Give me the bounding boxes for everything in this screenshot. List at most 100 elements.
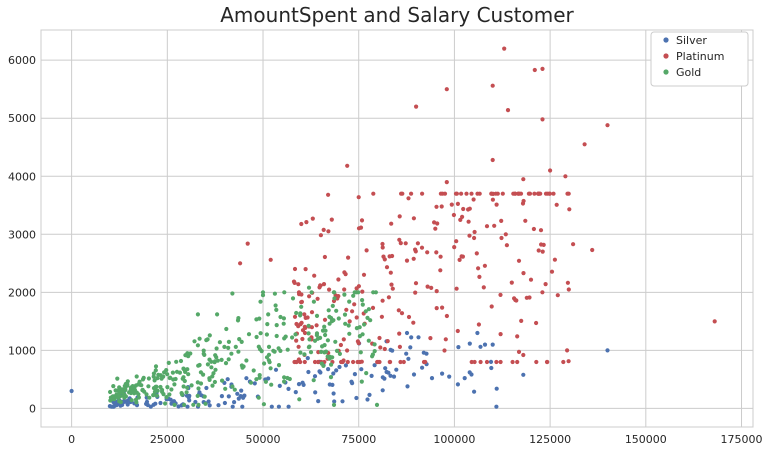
data-point [326,229,331,234]
data-point [169,387,174,392]
data-point [343,272,348,277]
data-point [325,338,330,343]
data-point [345,359,350,365]
data-point [286,386,291,391]
y-tick-label: 0 [29,402,36,415]
data-point [454,239,459,244]
data-point [321,227,326,232]
data-point [494,202,499,207]
data-point [309,310,315,315]
data-point [187,398,192,403]
data-point [254,334,259,340]
data-point [235,391,240,396]
data-point [380,245,385,250]
data-point [113,388,118,393]
data-point [264,355,270,360]
data-point [361,272,367,277]
legend-label: Gold [676,66,701,79]
data-point [329,315,334,321]
data-point [374,402,380,407]
data-point [371,191,376,196]
data-point [605,348,610,353]
data-point [310,216,315,221]
data-point [388,270,393,275]
data-point [367,392,372,397]
data-point [498,332,503,337]
data-point [370,305,376,310]
data-point [396,308,401,313]
data-point [320,328,326,333]
data-point [549,269,555,274]
data-point [306,323,311,328]
data-point [421,350,426,355]
data-point [478,359,483,365]
data-point [287,376,292,382]
data-point [317,285,322,290]
data-point [471,197,476,202]
data-point [490,342,495,347]
data-point [306,345,311,350]
data-point [364,371,369,376]
data-point [354,395,359,401]
data-point [514,298,519,303]
data-point [251,368,256,373]
legend-label: Silver [676,34,707,47]
data-point [181,366,186,371]
legend-box [650,31,749,87]
data-point [214,346,219,351]
data-point [210,383,215,388]
data-point [366,338,371,343]
data-point [455,328,460,334]
data-point [219,394,224,399]
data-point [237,337,242,342]
data-point [319,349,324,354]
data-point [566,359,571,364]
data-point [398,241,403,246]
data-point [156,372,161,377]
grid [41,30,753,427]
data-point [360,302,365,307]
data-point [476,322,481,327]
data-point [195,343,200,348]
data-point [311,378,316,383]
data-point [257,373,262,378]
data-point [260,293,266,298]
y-tick-label: 4000 [8,170,36,183]
data-point [278,314,283,320]
data-point [490,157,495,163]
data-point [359,367,364,372]
data-point [269,404,274,409]
data-point [547,191,553,196]
data-point [499,218,504,223]
data-point [351,359,356,365]
data-point [567,207,572,212]
data-point [389,221,394,226]
data-point [191,402,196,407]
data-point [481,285,486,290]
data-point [340,399,345,404]
data-point [276,404,281,409]
data-point [519,318,524,323]
data-point [173,376,178,382]
data-point [359,218,365,223]
data-point [277,383,282,388]
data-point [212,379,217,385]
data-point [338,342,343,348]
data-point [531,226,537,232]
data-point [140,388,145,393]
data-point [330,303,335,308]
data-point [712,319,717,324]
data-point [419,245,425,250]
data-point [411,372,417,377]
data-point [376,359,381,365]
data-point [125,402,130,407]
data-point [539,242,544,247]
data-point [382,376,387,381]
data-point [299,304,304,309]
data-point [197,336,202,341]
data-point [205,362,210,367]
data-point [294,338,299,343]
data-point [566,287,571,292]
data-point [174,359,179,364]
data-point [397,344,402,349]
